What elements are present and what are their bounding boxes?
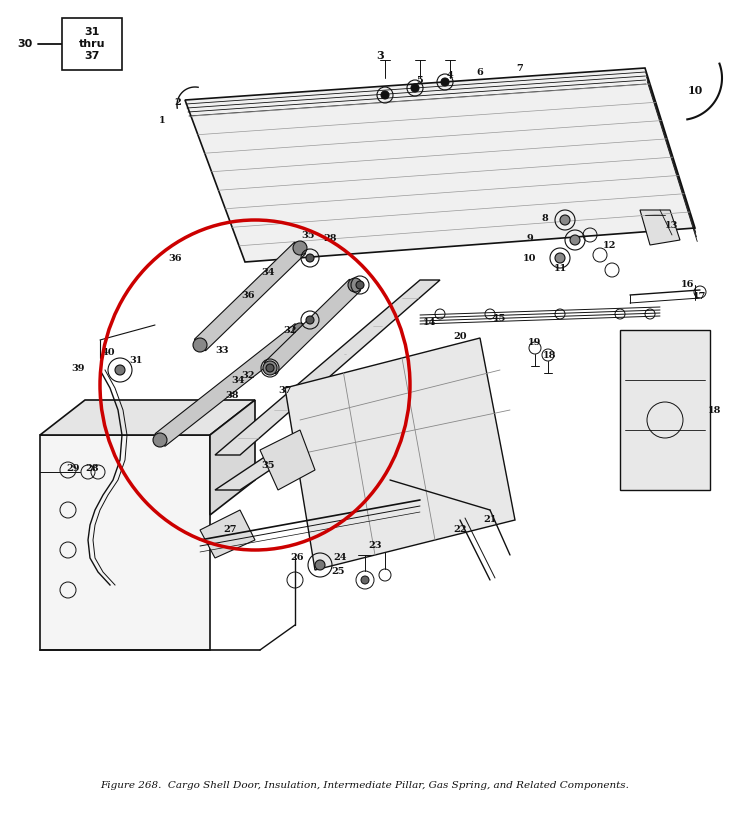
Circle shape — [381, 91, 389, 99]
Circle shape — [293, 323, 307, 337]
Circle shape — [411, 84, 419, 92]
Text: 30: 30 — [18, 39, 33, 49]
Circle shape — [115, 365, 125, 375]
Text: 14: 14 — [423, 317, 436, 326]
Text: 34: 34 — [261, 268, 275, 277]
Circle shape — [555, 253, 565, 263]
Polygon shape — [620, 330, 710, 490]
Text: 15: 15 — [493, 313, 507, 322]
Circle shape — [153, 433, 167, 447]
Text: 11: 11 — [553, 264, 567, 273]
Text: 32: 32 — [241, 371, 254, 380]
Text: 20: 20 — [453, 331, 467, 340]
Circle shape — [315, 560, 325, 570]
Text: 28: 28 — [86, 464, 99, 472]
Polygon shape — [155, 324, 305, 447]
Polygon shape — [265, 279, 360, 374]
Text: 25: 25 — [331, 568, 345, 577]
Polygon shape — [185, 68, 695, 262]
Text: 10: 10 — [687, 85, 702, 96]
Text: 36: 36 — [168, 254, 182, 263]
Text: 18: 18 — [708, 405, 721, 414]
Text: 31: 31 — [129, 355, 143, 364]
Text: 24: 24 — [333, 554, 346, 563]
Text: 10: 10 — [523, 254, 537, 263]
Text: 4: 4 — [447, 71, 453, 79]
Circle shape — [266, 364, 274, 372]
Text: 22: 22 — [453, 526, 467, 535]
Text: 3: 3 — [376, 49, 384, 60]
Text: 35: 35 — [261, 461, 275, 470]
Polygon shape — [215, 370, 420, 490]
Text: 19: 19 — [529, 338, 542, 347]
Polygon shape — [40, 435, 210, 650]
Text: 13: 13 — [665, 221, 678, 230]
Text: Figure 268.  Cargo Shell Door, Insulation, Intermediate Pillar, Gas Spring, and : Figure 268. Cargo Shell Door, Insulation… — [101, 780, 629, 789]
Text: 39: 39 — [71, 363, 85, 372]
Text: 17: 17 — [693, 292, 707, 301]
Polygon shape — [210, 400, 255, 515]
Circle shape — [356, 281, 364, 289]
Text: 37: 37 — [279, 386, 292, 395]
Text: 7: 7 — [517, 63, 523, 73]
Text: 40: 40 — [101, 348, 115, 357]
Text: 18: 18 — [543, 350, 557, 359]
Text: 5: 5 — [417, 76, 423, 85]
Text: 31
thru
37: 31 thru 37 — [79, 27, 105, 61]
Circle shape — [348, 278, 362, 292]
Text: 34: 34 — [231, 376, 245, 385]
Polygon shape — [260, 430, 315, 490]
Text: 36: 36 — [241, 291, 254, 299]
Text: 12: 12 — [603, 241, 617, 250]
Circle shape — [560, 215, 570, 225]
Circle shape — [441, 78, 449, 86]
Circle shape — [293, 241, 307, 255]
Text: 29: 29 — [67, 464, 80, 472]
Bar — [62, 18, 122, 70]
Polygon shape — [285, 338, 515, 570]
Text: 35: 35 — [301, 231, 315, 240]
Text: 38: 38 — [225, 391, 239, 400]
Circle shape — [193, 338, 207, 352]
Polygon shape — [194, 242, 306, 351]
Polygon shape — [640, 210, 680, 245]
Polygon shape — [40, 400, 255, 435]
Text: 8: 8 — [542, 213, 548, 222]
Text: 33: 33 — [215, 345, 229, 354]
Text: 6: 6 — [477, 68, 483, 77]
Circle shape — [263, 361, 277, 375]
Text: 21: 21 — [483, 516, 496, 525]
Text: 27: 27 — [223, 526, 237, 535]
Circle shape — [570, 235, 580, 245]
Text: 1: 1 — [159, 115, 165, 124]
Text: 9: 9 — [526, 233, 534, 242]
Polygon shape — [200, 510, 255, 558]
Circle shape — [306, 316, 314, 324]
Text: 32: 32 — [283, 325, 297, 335]
Text: 26: 26 — [290, 554, 304, 563]
Polygon shape — [215, 280, 440, 455]
Text: 28: 28 — [323, 233, 337, 242]
Text: 16: 16 — [681, 279, 694, 288]
Circle shape — [361, 576, 369, 584]
Text: 2: 2 — [175, 97, 181, 106]
Text: 23: 23 — [368, 541, 382, 550]
Circle shape — [306, 254, 314, 262]
